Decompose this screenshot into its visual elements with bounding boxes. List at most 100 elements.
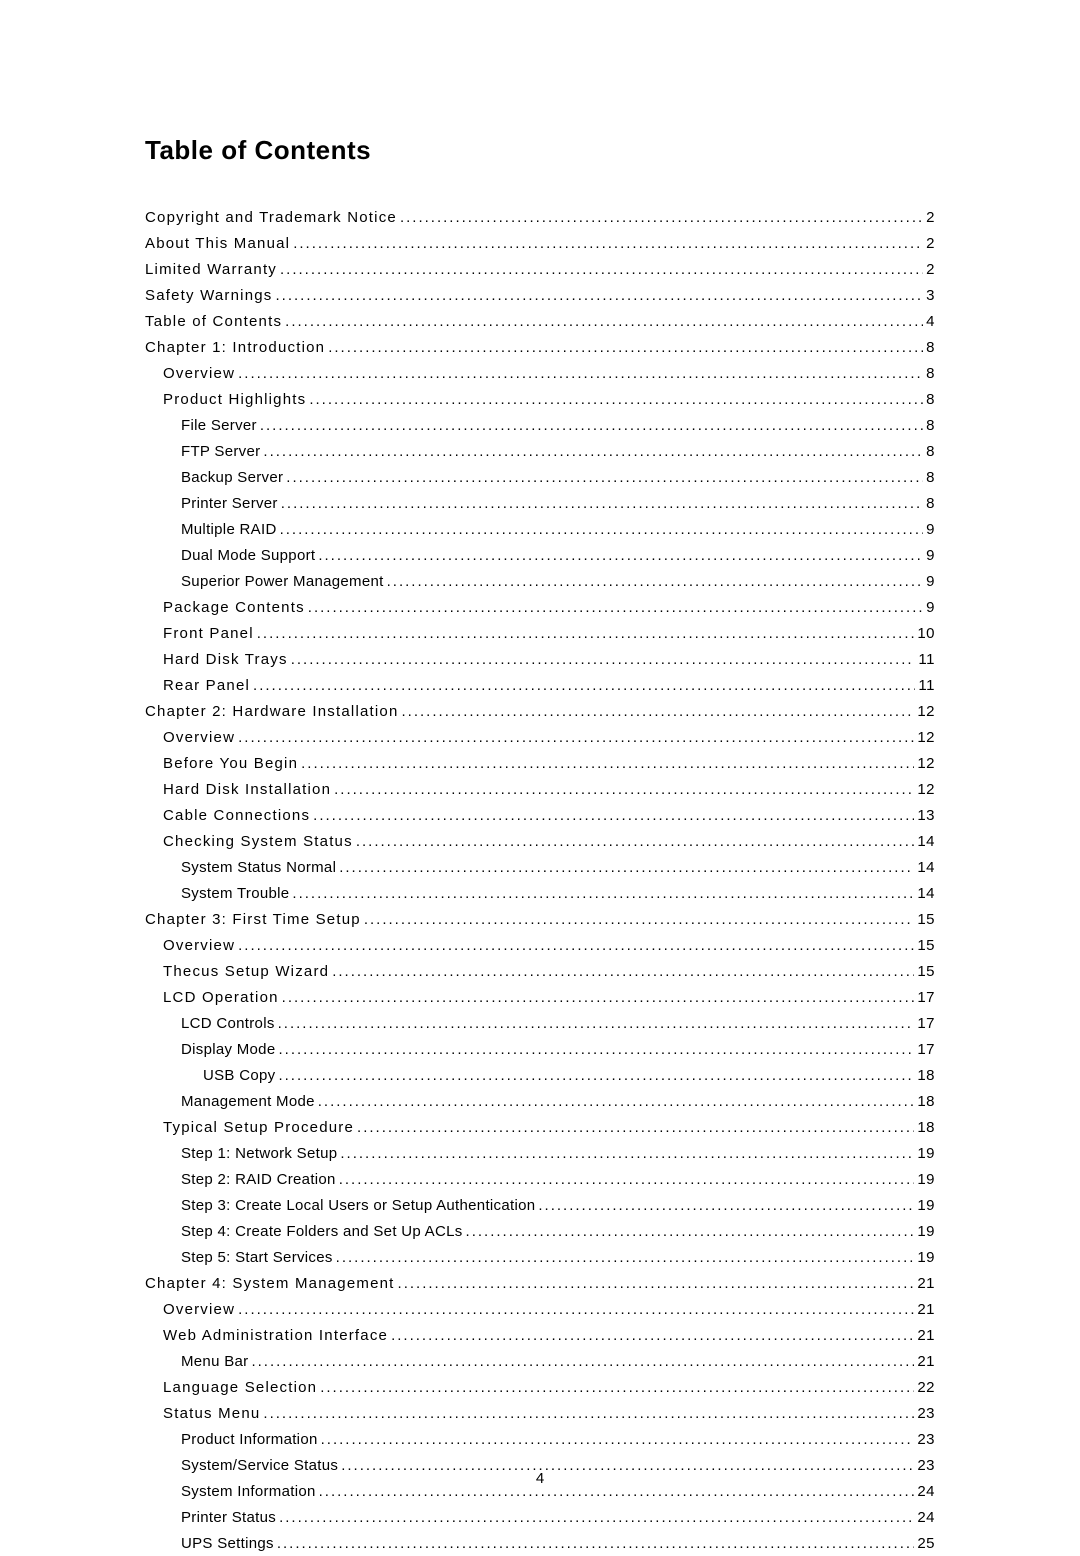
toc-entry-page: 23 [917,1454,935,1478]
toc-entry-title: Step 4: Create Folders and Set Up ACLs [181,1220,463,1244]
toc-dots [263,440,923,464]
toc-entry-page: 15 [917,908,935,932]
toc-dots [364,908,915,932]
toc-entry[interactable]: Before You Begin12 [145,752,935,776]
toc-entry-title: Package Contents [163,596,305,620]
toc-entry-page: 8 [926,440,935,464]
toc-entry-title: Menu Bar [181,1350,248,1374]
toc-entry[interactable]: Step 1: Network Setup19 [145,1142,935,1166]
toc-dots [263,1402,914,1426]
toc-entry[interactable]: Thecus Setup Wizard15 [145,960,935,984]
toc-dots [293,232,923,256]
toc-entry-title: File Server [181,414,257,438]
toc-dots [308,596,923,620]
toc-entry[interactable]: Multiple RAID9 [145,518,935,542]
toc-entry[interactable]: Step 3: Create Local Users or Setup Auth… [145,1194,935,1218]
toc-entry[interactable]: Dual Mode Support9 [145,544,935,568]
toc-entry[interactable]: Hard Disk Trays11 [145,648,935,672]
toc-entry[interactable]: Printer Server8 [145,492,935,516]
toc-entry-page: 3 [926,284,935,308]
toc-dots [282,986,915,1010]
toc-entry[interactable]: Language Selection22 [145,1376,935,1400]
toc-entry-title: Backup Server [181,466,283,490]
toc-entry[interactable]: Step 2: RAID Creation19 [145,1168,935,1192]
toc-entry[interactable]: FTP Server8 [145,440,935,464]
toc-entry-title: Rear Panel [163,674,250,698]
toc-dots [387,570,924,594]
toc-entry[interactable]: About This Manual2 [145,232,935,256]
toc-entry[interactable]: Management Mode18 [145,1090,935,1114]
toc-entry[interactable]: Rear Panel11 [145,674,935,698]
toc-entry-title: Checking System Status [163,830,353,854]
toc-entry[interactable]: Superior Power Management9 [145,570,935,594]
toc-entry-page: 19 [917,1220,935,1244]
toc-entry[interactable]: LCD Controls17 [145,1012,935,1036]
toc-entry[interactable]: LCD Operation17 [145,986,935,1010]
toc-entry[interactable]: Typical Setup Procedure18 [145,1116,935,1140]
toc-entry[interactable]: System Status Normal14 [145,856,935,880]
toc-entry-page: 8 [926,336,935,360]
toc-entry-page: 18 [917,1064,935,1088]
toc-entry[interactable]: Product Information23 [145,1428,935,1452]
toc-entry-page: 14 [917,882,935,906]
toc-entry[interactable]: Overview12 [145,726,935,750]
toc-entry[interactable]: Display Mode17 [145,1038,935,1062]
toc-entry[interactable]: Chapter 3: First Time Setup15 [145,908,935,932]
toc-entry-page: 13 [917,804,935,828]
toc-entry-page: 14 [917,830,935,854]
toc-dots [357,1116,914,1140]
toc-dots [278,1038,914,1062]
toc-dots [286,466,923,490]
toc-entry[interactable]: Chapter 4: System Management21 [145,1272,935,1296]
toc-entry-page: 25 [917,1532,935,1556]
toc-entry[interactable]: Front Panel10 [145,622,935,646]
toc-entry-page: 9 [926,570,935,594]
toc-entry[interactable]: Backup Server8 [145,466,935,490]
toc-entry[interactable]: Overview15 [145,934,935,958]
toc-entry[interactable]: Step 5: Start Services19 [145,1246,935,1270]
toc-entry[interactable]: Overview8 [145,362,935,386]
toc-dots [319,1480,915,1504]
toc-entry-page: 12 [917,700,935,724]
toc-dots [538,1194,914,1218]
toc-dots [238,934,914,958]
toc-entry[interactable]: Chapter 1: Introduction 8 [145,336,935,360]
toc-entry-page: 24 [917,1506,935,1530]
toc-entry-page: 19 [917,1142,935,1166]
toc-entry[interactable]: Package Contents9 [145,596,935,620]
toc-dots [253,674,915,698]
toc-entry[interactable]: Step 4: Create Folders and Set Up ACLs 19 [145,1220,935,1244]
toc-entry[interactable]: Menu Bar21 [145,1350,935,1374]
toc-entry[interactable]: Web Administration Interface21 [145,1324,935,1348]
toc-entry[interactable]: Safety Warnings3 [145,284,935,308]
toc-entry[interactable]: Chapter 2: Hardware Installation12 [145,700,935,724]
toc-entry-page: 23 [917,1428,935,1452]
toc-entry[interactable]: Product Highlights8 [145,388,935,412]
toc-entry-title: Cable Connections [163,804,310,828]
toc-entry[interactable]: Checking System Status 14 [145,830,935,854]
toc-entry-title: Limited Warranty [145,258,277,282]
toc-entry-page: 2 [926,206,935,230]
toc-entry-title: System Status Normal [181,856,336,880]
toc-entry[interactable]: System Trouble14 [145,882,935,906]
toc-entry-title: Printer Status [181,1506,276,1530]
toc-entry[interactable]: USB Copy18 [145,1064,935,1088]
toc-entry-title: Overview [163,362,235,386]
toc-dots [251,1350,914,1374]
toc-entry-title: Hard Disk Trays [163,648,288,672]
toc-entry[interactable]: Hard Disk Installation12 [145,778,935,802]
toc-entry[interactable]: File Server8 [145,414,935,438]
toc-dots [339,1168,915,1192]
toc-entry-title: Chapter 1: Introduction [145,336,325,360]
toc-entry[interactable]: Cable Connections 13 [145,804,935,828]
toc-container: Copyright and Trademark Notice2About Thi… [145,206,935,1556]
toc-entry[interactable]: Overview21 [145,1298,935,1322]
toc-dots [280,518,924,542]
toc-entry-title: Thecus Setup Wizard [163,960,329,984]
toc-entry[interactable]: Copyright and Trademark Notice2 [145,206,935,230]
toc-entry[interactable]: Printer Status 24 [145,1506,935,1530]
toc-entry[interactable]: UPS Settings25 [145,1532,935,1556]
toc-entry[interactable]: Table of Contents4 [145,310,935,334]
toc-entry[interactable]: Limited Warranty2 [145,258,935,282]
toc-entry[interactable]: Status Menu23 [145,1402,935,1426]
